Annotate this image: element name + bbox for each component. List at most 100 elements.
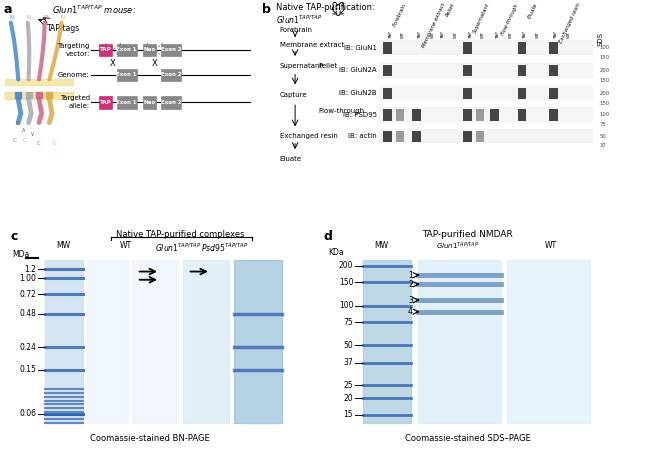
Text: WT: WT [481,30,485,38]
Bar [413,109,421,120]
Bar [463,65,472,76]
Text: 20: 20 [344,394,354,403]
Text: 3: 3 [408,296,413,305]
Text: WT: WT [454,30,458,38]
Bar [117,69,136,81]
Text: C: C [53,141,57,146]
Text: 0.06: 0.06 [20,410,36,419]
Text: 150: 150 [599,101,610,106]
Text: 100: 100 [339,301,354,310]
Bar [143,96,156,109]
Bar [379,86,593,100]
Text: TAP: TAP [496,30,500,39]
Text: 4: 4 [408,307,413,316]
Text: 200: 200 [599,68,610,73]
Bar [384,109,392,120]
Text: Coomassie-stained SDS–PAGE: Coomassie-stained SDS–PAGE [405,434,530,443]
Bar [476,109,484,120]
Text: WT: WT [508,30,512,38]
Bar [379,63,593,78]
Text: G: G [16,121,20,126]
Text: C: C [37,141,41,146]
Bar [518,42,527,54]
Text: 50: 50 [344,341,354,350]
Bar [508,260,590,423]
Text: N: N [44,15,47,20]
Text: N: N [60,15,64,20]
Text: WT: WT [536,30,540,38]
Text: d: d [324,230,332,243]
Text: IB: GluN1: IB: GluN1 [344,44,377,51]
Bar [549,109,558,120]
Text: 100: 100 [599,112,610,117]
Text: Exon 1: Exon 1 [116,99,137,105]
Text: TAP: TAP [389,30,393,39]
Text: 0.15: 0.15 [20,365,36,374]
Bar [379,107,593,122]
Text: N: N [10,15,14,20]
Text: Coomassie-stained BN-PAGE: Coomassie-stained BN-PAGE [90,434,210,443]
Text: 37: 37 [599,143,606,148]
Text: 37: 37 [344,358,354,367]
Bar [234,260,281,423]
Bar [384,88,392,99]
Text: $Glun1^{TAP/TAP}$ mouse:: $Glun1^{TAP/TAP}$ mouse: [52,3,136,16]
Text: 75: 75 [344,318,354,326]
Text: Pellet: Pellet [318,63,337,69]
Bar [99,96,112,109]
Text: Membrane extract: Membrane extract [422,2,447,48]
Bar [46,260,83,423]
Text: C: C [12,138,16,143]
Text: 150: 150 [599,55,610,60]
Text: 1.2: 1.2 [25,265,36,274]
Text: Exchanged resin: Exchanged resin [280,133,337,139]
Text: MW: MW [374,242,389,251]
Bar [87,260,127,423]
Bar [132,260,178,423]
Text: TAP-tags: TAP-tags [47,24,80,33]
Text: 150: 150 [599,78,610,83]
Text: 1: 1 [408,271,413,280]
Text: Exon 2: Exon 2 [161,72,181,78]
Text: Neo: Neo [144,99,155,105]
Text: Targeting
vector:: Targeting vector: [57,43,90,57]
Text: $Glun1^{TAP/TAP}$: $Glun1^{TAP/TAP}$ [276,14,322,26]
Text: 100: 100 [599,45,610,50]
Text: TAP: TAP [523,30,527,39]
Text: 0.72: 0.72 [20,290,36,299]
Bar [379,40,593,55]
Text: $Psd95^{TAP/TAP}$: $Psd95^{TAP/TAP}$ [201,242,248,254]
Bar [491,109,499,120]
Text: 🐭: 🐭 [331,4,345,19]
Text: Eluate: Eluate [527,2,539,20]
Text: Neo: Neo [144,47,155,53]
Bar [463,131,472,142]
Text: TAP: TAP [99,99,111,105]
Bar [161,69,181,81]
Text: 1.00: 1.00 [20,274,36,283]
Text: Exon 1: Exon 1 [116,47,137,53]
Bar [384,131,392,142]
Text: WT: WT [567,30,571,38]
Text: WT: WT [430,30,434,38]
Text: IB: GluN2B: IB: GluN2B [339,90,377,96]
Bar [418,260,500,423]
Text: WT: WT [401,30,405,38]
Bar [396,131,404,142]
Text: 200: 200 [599,90,610,96]
Text: IB: GluN2A: IB: GluN2A [339,67,377,74]
Text: Native TAP-purification:: Native TAP-purification: [276,3,374,12]
Text: Genome:: Genome: [58,72,90,78]
Text: 2: 2 [408,280,413,289]
Text: 25: 25 [344,381,354,390]
Bar [5,79,73,85]
Text: Capture: Capture [280,92,307,99]
Text: 15: 15 [344,410,354,419]
Text: Forebrain: Forebrain [280,26,313,33]
Text: MW: MW [57,242,70,251]
Text: $Glun1^{TAP/TAP}$: $Glun1^{TAP/TAP}$ [436,240,479,252]
Bar [549,42,558,54]
Text: Pellet: Pellet [445,2,456,18]
Bar [99,44,112,56]
Bar [117,44,136,56]
